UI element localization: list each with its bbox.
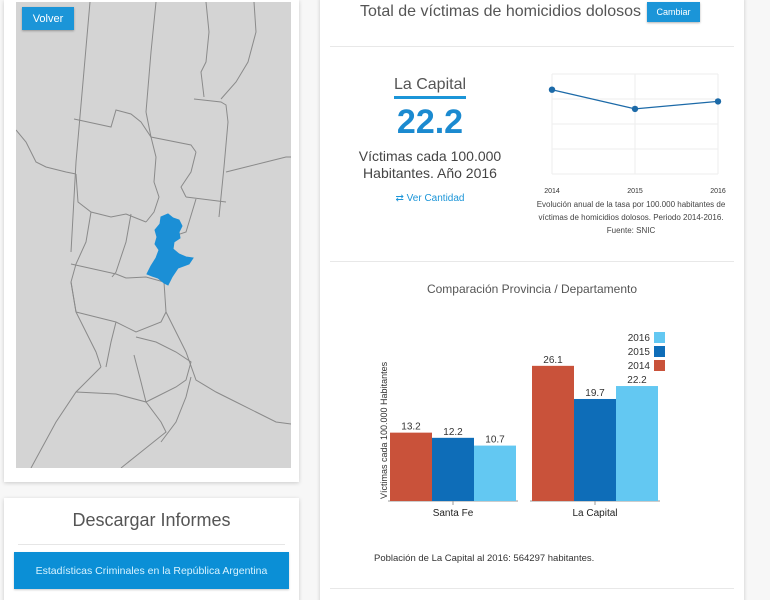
map-boundary[interactable] [145, 111, 160, 223]
back-button[interactable]: Volver [22, 7, 74, 30]
rate-caption-line1: Víctimas cada 100.000 [358, 148, 502, 164]
map-boundary[interactable] [30, 366, 102, 468]
map-boundary[interactable] [73, 109, 197, 153]
download-report-button[interactable]: Estadísticas Criminales en la República … [14, 552, 289, 589]
map-boundary[interactable] [75, 391, 167, 468]
map-boundary[interactable] [133, 336, 192, 403]
data-label: 22.2 [627, 375, 647, 386]
bar-2014-santa-fe [390, 432, 432, 501]
bar-2015-la-capital [574, 398, 616, 501]
comparison-bar-chart: Víctimas cada 100.000 Habitantes Santa Fe… [379, 332, 665, 519]
data-point [714, 98, 722, 105]
department-map[interactable] [16, 2, 291, 468]
rate-value: 22.2 [396, 103, 464, 141]
x-tick-label: La Capital [572, 508, 617, 519]
map-boundary[interactable] [160, 376, 192, 443]
view-count-label: Ver Cantidad [406, 193, 465, 204]
view-count-link[interactable]: ⇄ Ver Cantidad [396, 193, 465, 204]
legend-swatch [654, 346, 665, 357]
bar-2014-la-capital [532, 365, 574, 501]
swap-arrows-icon: ⇄ [395, 193, 404, 204]
rate-caption-line2: Habitantes. Año 2016 [363, 165, 497, 181]
map-boundary[interactable] [145, 2, 157, 113]
summary-panel: La Capital 22.2 Víctimas cada 100.000 Ha… [330, 56, 530, 206]
bar-chart-title: Comparación Provincia / Departamento [426, 282, 638, 296]
data-label: 13.2 [401, 422, 421, 433]
change-indicator-button[interactable]: Cambiar [647, 2, 700, 22]
x-tick-label: 2016 [710, 188, 726, 195]
map-card: Volver [4, 0, 299, 482]
highlighted-department-la-capital[interactable] [146, 213, 194, 286]
map-boundary[interactable] [111, 213, 132, 278]
data-label: 19.7 [585, 388, 605, 399]
data-point [548, 86, 556, 93]
data-label: 10.7 [485, 435, 505, 446]
map-boundary[interactable] [185, 196, 227, 203]
statistics-card: Total de víctimas de homicidios dolosos … [320, 0, 744, 600]
indicator-title: Total de víctimas de homicidios dolosos [360, 3, 642, 20]
map-svg [16, 2, 291, 468]
legend-swatch [654, 360, 665, 371]
legend-label: 2016 [628, 333, 651, 344]
population-note: Población de La Capital al 2016: 564297 … [374, 553, 595, 564]
department-name: La Capital [393, 76, 467, 99]
divider [18, 544, 285, 545]
line-chart-caption: Evolución anual de la tasa por 100.000 h… [536, 200, 726, 235]
data-label: 12.2 [443, 427, 463, 438]
map-boundary[interactable] [200, 2, 210, 98]
rate-caption: Víctimas cada 100.000 Habitantes. Año 20… [330, 148, 530, 182]
divider [330, 588, 734, 589]
legend-label: 2014 [628, 361, 651, 372]
y-axis-label: Víctimas cada 100.000 Habitantes [379, 361, 389, 499]
map-boundary[interactable] [70, 2, 91, 253]
map-boundary[interactable] [16, 129, 77, 175]
x-tick-label: 2015 [627, 188, 643, 195]
map-boundary[interactable] [75, 281, 167, 333]
map-boundary[interactable] [165, 311, 291, 425]
data-label: 26.1 [543, 355, 563, 366]
map-boundary[interactable] [105, 321, 117, 368]
map-boundary[interactable] [70, 263, 165, 283]
legend-label: 2015 [628, 347, 651, 358]
divider [330, 261, 734, 262]
x-tick-label: 2014 [544, 188, 560, 195]
bar-2016-la-capital [616, 386, 658, 501]
bar-2015-santa-fe [432, 437, 474, 501]
bar-2016-santa-fe [474, 445, 516, 501]
data-point [631, 105, 639, 113]
map-boundary[interactable] [70, 281, 102, 368]
download-reports-card: Descargar Informes Estadísticas Criminal… [4, 498, 299, 600]
map-boundary[interactable] [225, 156, 291, 173]
legend-swatch [654, 332, 665, 343]
x-tick-label: Santa Fe [433, 508, 474, 519]
download-reports-title: Descargar Informes [72, 510, 231, 530]
map-boundary[interactable] [180, 151, 197, 198]
map-boundary[interactable] [220, 2, 257, 100]
divider [330, 46, 734, 47]
map-boundary[interactable] [75, 173, 147, 223]
rate-line-chart: 2014 2015 2016 [544, 73, 726, 195]
map-boundary[interactable] [193, 98, 229, 218]
